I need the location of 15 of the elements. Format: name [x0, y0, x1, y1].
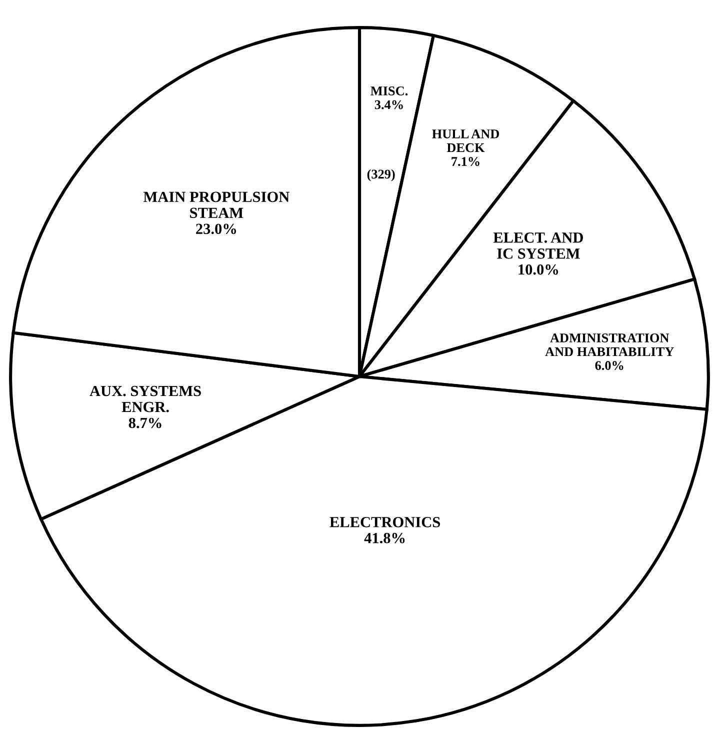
slice-label: AUX. SYSTEMS ENGR. [90, 386, 201, 412]
slice-label: MISC. [370, 86, 408, 96]
data-label: 23.0% [196, 224, 236, 234]
slice-label: MAIN PROPULSION STEAM [143, 192, 290, 218]
slice-label: HULL AND DECK [432, 130, 500, 152]
data-label: 41.8% [364, 532, 405, 544]
data-label: 10.0% [518, 264, 558, 275]
data-label: 8.7% [128, 418, 162, 428]
slice-label: ELECTRONICS [330, 516, 440, 528]
text: (329) [367, 169, 395, 182]
slice-label: ADMINISTRATION AND HABITABILITY [545, 333, 674, 356]
data-label: 3.4% [374, 100, 403, 110]
slice-label: ELECT. AND IC SYSTEM [493, 232, 583, 259]
data-label: 7.1% [452, 157, 480, 166]
data-label: 6.0% [595, 361, 624, 370]
